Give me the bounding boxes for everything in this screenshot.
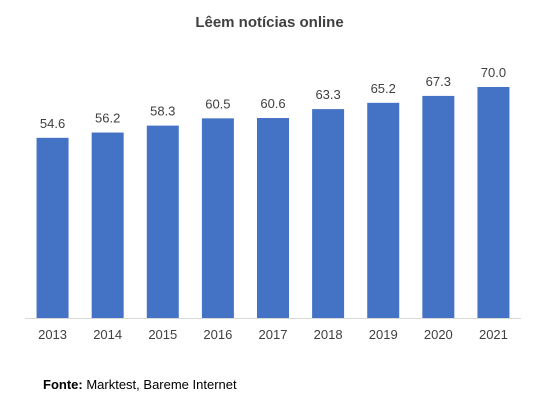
x-tick-label-2021: 2021 [479,327,508,342]
x-tick-label-2017: 2017 [259,327,288,342]
x-tick-label-2014: 2014 [93,327,122,342]
bar-2020 [422,95,455,318]
source-note: Fonte: Marktest, Bareme Internet [43,377,237,392]
bars-group [36,87,510,319]
value-label-2015: 58.3 [150,104,175,119]
bar-2021 [477,87,510,318]
value-label-2017: 60.6 [260,96,285,111]
x-tick-labels-group: 2013 2014 2015 2016 2017 2018 2019 2020 2021 [38,327,508,342]
source-label: Fonte: [43,377,83,392]
value-label-2018: 63.3 [315,87,340,102]
x-tick-label-2019: 2019 [369,327,398,342]
value-label-2013: 54.6 [40,116,65,131]
bar-2017 [257,118,289,319]
x-tick-label-2020: 2020 [424,327,453,342]
bar-2019 [367,102,400,318]
x-tick-label-2013: 2013 [38,327,67,342]
bar-2015 [146,125,179,318]
value-label-2016: 60.5 [205,96,230,111]
x-tick-label-2016: 2016 [203,327,232,342]
bar-2013 [36,137,69,318]
x-tick-label-2018: 2018 [314,327,343,342]
value-labels-group: 54.6 56.2 58.3 60.5 60.6 63.3 65.2 67.3 70.0 [40,65,506,131]
value-label-2014: 56.2 [95,111,120,126]
bar-2016 [201,118,234,318]
value-label-2020: 67.3 [426,74,451,89]
bar-2018 [312,109,345,318]
value-label-2019: 65.2 [371,81,396,96]
chart-title: Lêem notícias online [195,14,344,31]
x-tick-label-2015: 2015 [148,327,177,342]
bar-2014 [91,132,124,318]
value-label-2021: 70.0 [481,65,506,80]
source-text: Marktest, Bareme Internet [82,377,237,392]
